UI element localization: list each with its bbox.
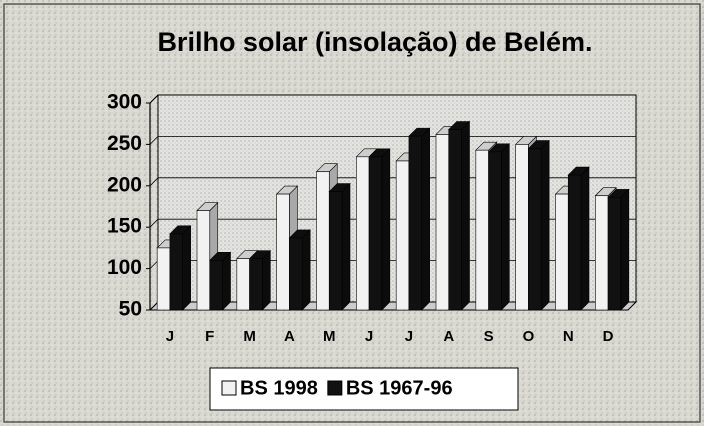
legend-label: BS 1998 (240, 377, 318, 399)
x-tick-label: D (603, 328, 614, 345)
y-tick-label: 150 (107, 215, 142, 238)
bar-front (595, 195, 609, 311)
bar (328, 182, 351, 311)
chart-title: Brilho solar (insolação) de Belém. (157, 27, 592, 57)
bar-side (501, 143, 510, 311)
bar-side (620, 188, 630, 311)
bar-side (301, 229, 311, 311)
bar-front (276, 193, 290, 311)
bar (169, 225, 192, 311)
bar-front (316, 171, 330, 311)
legend-label: BS 1967-96 (346, 377, 453, 399)
legend-box (209, 367, 519, 411)
bar-front (236, 258, 250, 311)
legend-swatch (327, 380, 343, 396)
bar-front (408, 135, 422, 311)
bar-side (540, 139, 550, 311)
x-tick-label: F (205, 328, 214, 345)
bar-front (555, 193, 569, 311)
legend-swatch (221, 380, 237, 396)
x-tick-label: S (484, 328, 494, 345)
bar (567, 166, 590, 311)
bar-front (196, 210, 211, 311)
bar-front (448, 129, 462, 311)
bar (527, 139, 550, 311)
bar-front (368, 156, 383, 311)
x-tick-label: J (365, 328, 373, 345)
bar (487, 143, 511, 311)
bar-front (515, 144, 529, 311)
bar (248, 249, 272, 311)
bar-front (528, 148, 542, 311)
bar-side (461, 120, 470, 311)
bar-front (249, 258, 263, 311)
bar-side (341, 182, 351, 311)
x-tick-label: M (323, 328, 336, 345)
bar-front (289, 237, 303, 311)
y-tick-label: 250 (107, 132, 142, 155)
y-tick-label: 300 (107, 91, 142, 114)
bar (209, 251, 232, 311)
y-tick-label: 50 (119, 298, 142, 321)
bar (368, 148, 391, 311)
bar-front (607, 197, 622, 311)
bar-front (156, 247, 171, 311)
bar-front (209, 260, 223, 311)
y-tick-label: 200 (107, 173, 142, 196)
grid-line (149, 135, 636, 145)
y-tick-label: 100 (107, 256, 142, 279)
bar-front (567, 174, 582, 311)
bar-front (169, 233, 183, 311)
bar-side (182, 225, 191, 311)
x-tick-label: J (166, 328, 174, 345)
bar-side (381, 148, 391, 311)
bar-side (262, 249, 271, 311)
bar (408, 127, 431, 311)
bar (288, 229, 311, 311)
bar-side (421, 127, 430, 311)
bar-front (488, 151, 502, 311)
bar-side (222, 251, 231, 311)
x-tick-label: A (443, 328, 454, 345)
bar-front (328, 191, 343, 311)
x-tick-label: M (243, 328, 256, 345)
frame (3, 3, 701, 423)
x-tick-label: J (405, 328, 413, 345)
x-tick-label: N (563, 328, 574, 345)
bar-side (580, 166, 590, 311)
bar-front (356, 156, 370, 311)
grid-line (149, 94, 636, 104)
x-tick-label: A (284, 328, 295, 345)
x-tick-label: O (523, 328, 535, 345)
bar-front (475, 149, 489, 311)
bar-front (395, 160, 410, 311)
bar-front (435, 134, 450, 311)
bar (448, 120, 471, 311)
bar (607, 188, 630, 311)
